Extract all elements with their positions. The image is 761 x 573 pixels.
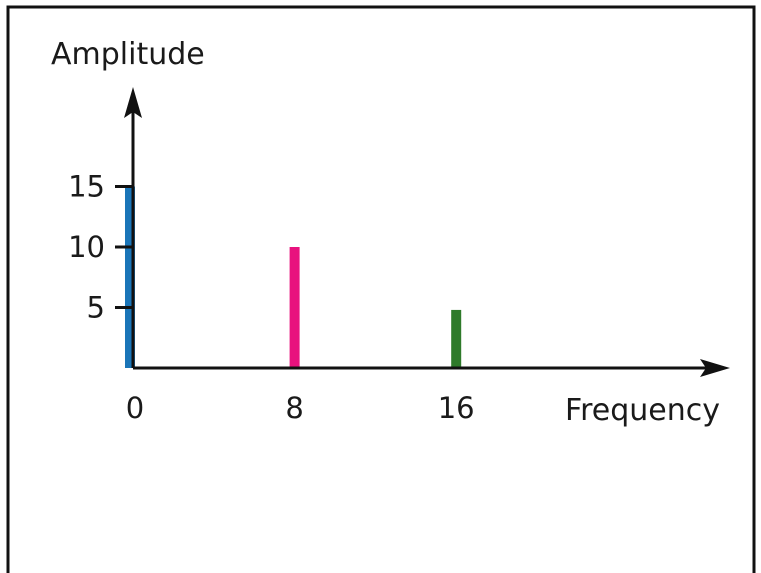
y-axis-arrow (124, 87, 142, 118)
chart-border (6, 5, 756, 573)
x-tick-label: 0 (126, 391, 144, 425)
bar-freq-8 (289, 247, 300, 368)
y-tick-label: 10 (68, 230, 105, 264)
y-ticks-group: 5 10 15 (68, 170, 133, 325)
y-tick-label: 15 (68, 170, 105, 204)
x-ticks-group: 0 8 16 (126, 391, 475, 425)
axes-group (124, 87, 730, 377)
x-tick-label: 16 (438, 391, 475, 425)
bar-freq-0 (125, 186, 135, 368)
x-tick-label: 8 (285, 391, 303, 425)
y-tick-label: 5 (87, 291, 105, 325)
x-axis-title: Frequency (565, 393, 720, 428)
x-axis-arrow (700, 359, 730, 377)
bar-freq-16 (451, 309, 462, 368)
bars-group (125, 186, 462, 368)
y-axis-title: Amplitude (51, 37, 205, 72)
